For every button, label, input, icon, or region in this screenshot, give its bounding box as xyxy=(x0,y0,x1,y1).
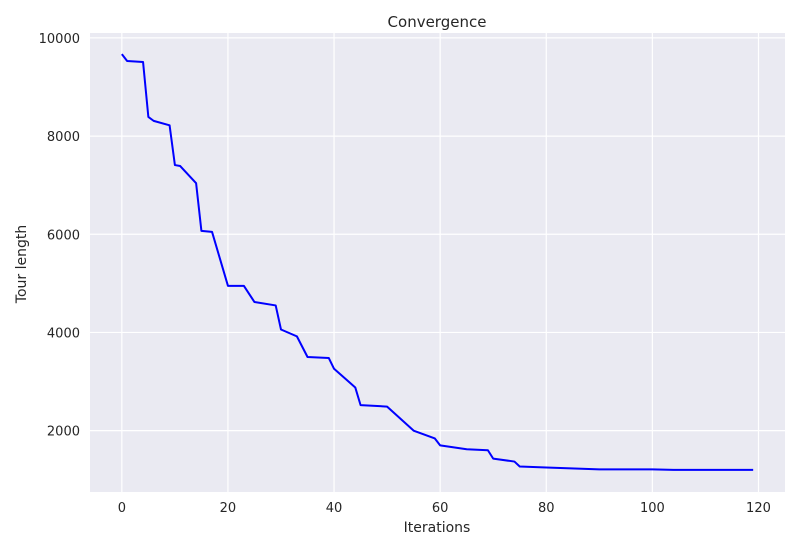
x-tick-label: 100 xyxy=(640,501,665,516)
plot-area xyxy=(90,33,785,492)
y-tick-label: 8000 xyxy=(47,130,80,145)
grid xyxy=(90,33,785,492)
x-tick-label: 60 xyxy=(432,501,449,516)
series-line xyxy=(121,53,754,471)
x-tick-label: 80 xyxy=(538,501,555,516)
tick-labels: 0 20 40 60 80 100 120 2000 4000 6000 8000 10000 xyxy=(39,32,771,516)
y-tick-label: 2000 xyxy=(47,425,80,440)
y-tick-label: 6000 xyxy=(47,228,80,243)
y-tick-label: 4000 xyxy=(47,326,80,341)
x-axis-label: Iterations xyxy=(404,520,471,536)
y-tick-label: 10000 xyxy=(39,32,80,47)
x-tick-label: 120 xyxy=(746,501,771,516)
chart-title: Convergence xyxy=(388,13,487,31)
x-tick-label: 0 xyxy=(118,501,126,516)
y-axis-label: Tour length xyxy=(14,225,30,304)
series-layer xyxy=(121,53,754,471)
x-tick-label: 20 xyxy=(220,501,237,516)
x-tick-label: 40 xyxy=(326,501,343,516)
